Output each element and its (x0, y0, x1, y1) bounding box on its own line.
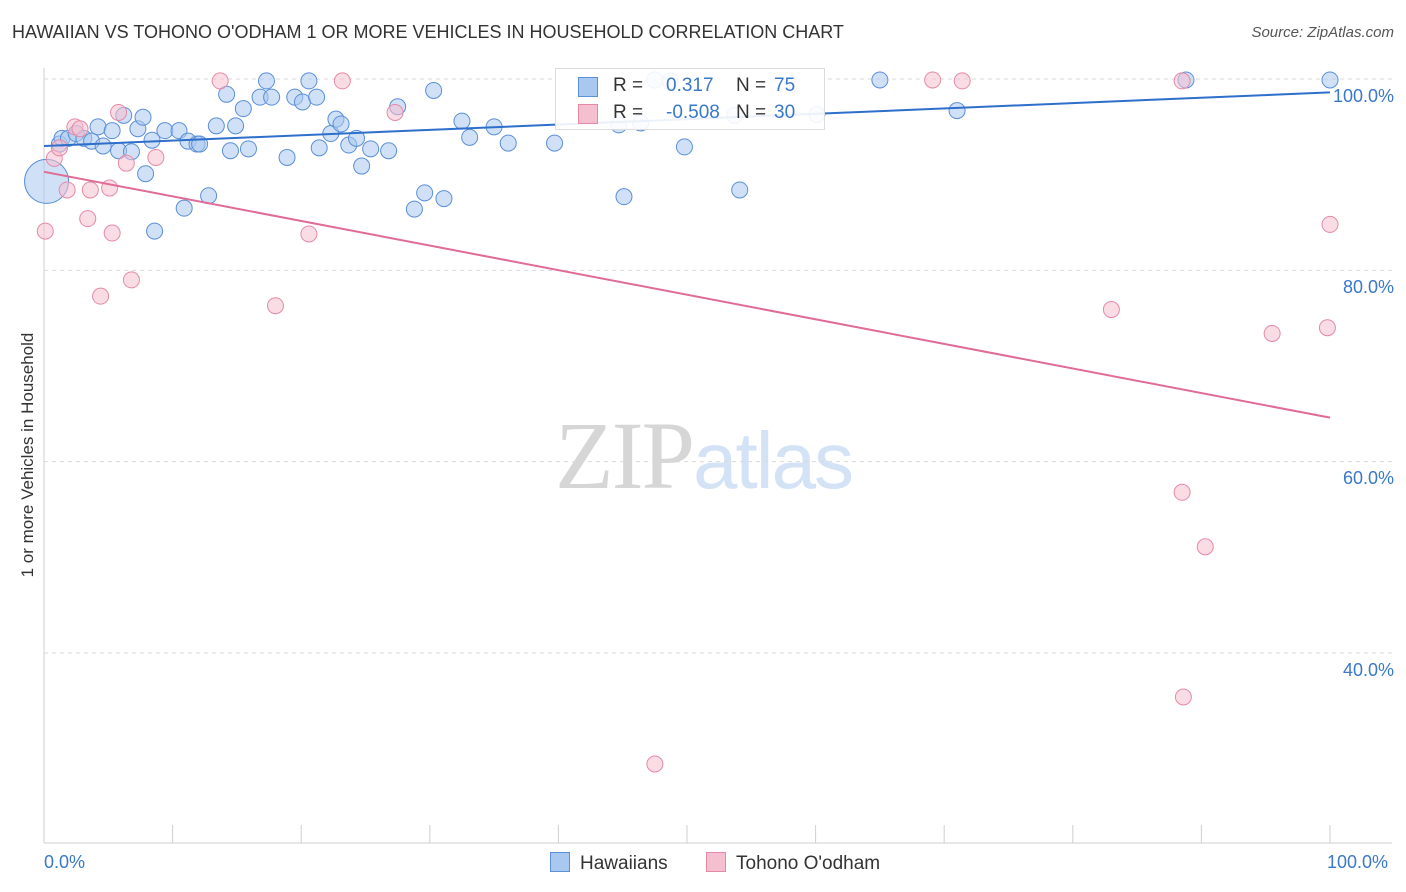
tohono-point (1321, 215, 1339, 233)
hawaiians-point (499, 134, 517, 152)
tohono-point (1173, 483, 1191, 501)
hawaiians-point (24, 158, 70, 204)
tohono-point (110, 103, 128, 121)
hawaiians-point (353, 157, 371, 175)
tohono-point (122, 271, 140, 289)
hawaiians-point (156, 122, 174, 140)
tohono-point (58, 181, 76, 199)
hawaiians-point (134, 108, 152, 126)
hawaiians-point (405, 200, 423, 218)
tohono-point (386, 103, 404, 121)
hawaiians-point (425, 81, 443, 99)
hawaiians-point (300, 72, 318, 90)
tohono-point (924, 71, 942, 89)
tohono-point (71, 120, 89, 138)
hawaiians-point (257, 72, 275, 90)
x-tick-label-max: 100.0% (1327, 852, 1389, 872)
hawaiians-point (675, 138, 693, 156)
hawaiians-point (234, 100, 252, 118)
tohono-point (1173, 72, 1191, 90)
hawaiians-point (146, 222, 164, 240)
legend-label-tohono: Tohono O'odham (736, 853, 881, 874)
legend-r-value: -0.508 (666, 102, 720, 123)
tohono-point (147, 148, 165, 166)
tohono-point (646, 755, 664, 773)
hawaiians-point (221, 142, 239, 160)
tohono-point (300, 225, 318, 243)
legend-item-tohono[interactable]: Tohono O'odham (706, 852, 880, 875)
legend-label-hawaiians: Hawaiians (580, 853, 668, 874)
y-axis-label: 1 or more Vehicles in Household (18, 332, 37, 578)
hawaiians-point (310, 139, 328, 157)
watermark-atlas: atlas (693, 416, 854, 505)
hawaiians-point (461, 128, 479, 146)
hawaiians-point (207, 117, 225, 135)
hawaiians-point (293, 93, 311, 111)
tohono-point (1263, 324, 1281, 342)
tohono-point (92, 287, 110, 305)
hawaiians-point (416, 184, 434, 202)
tohono-trend-line (43, 170, 1331, 419)
hawaiians-point (615, 188, 633, 206)
hawaiians-point (308, 88, 326, 106)
hawaiians-point (94, 137, 112, 155)
tohono-point (1102, 301, 1120, 319)
legend-n-value: 30 (774, 102, 796, 123)
y-tick-label-100: 100.0% (1332, 86, 1394, 106)
hawaiians-point (89, 118, 107, 136)
legend-r-label: R = (613, 75, 644, 96)
hawaiians-point (137, 165, 155, 183)
y-tick-label-60: 60.0% (1342, 468, 1394, 488)
hawaiians-point (362, 140, 380, 158)
tohono-point (211, 72, 229, 90)
watermark: ZIPatlas (555, 400, 854, 511)
hawaiians-point (380, 142, 398, 160)
legend-r-label: R = (613, 102, 644, 123)
y-tick-label-80: 80.0% (1342, 277, 1394, 297)
x-tick-label-min: 0.0% (44, 852, 86, 872)
hawaiians-point (103, 122, 121, 140)
hawaiians-point (1321, 71, 1339, 89)
source-label: Source: ZipAtlas.com (1251, 24, 1394, 41)
tohono-point (117, 154, 135, 172)
tohono-point (50, 139, 68, 157)
tohono-point (103, 224, 121, 242)
hawaiians-point (347, 129, 365, 147)
legend-n-label: N = (736, 102, 767, 123)
hawaiians-legend-icon (550, 852, 570, 872)
watermark-zip: ZIP (555, 402, 695, 509)
correlation-legend: R = 0.317 N = 75 R = -0.508 N = 30 (555, 68, 825, 130)
tohono-point (1318, 319, 1336, 337)
tohono-swatch-icon (578, 104, 598, 124)
hawaiians-point (546, 134, 564, 152)
legend-item-hawaiians[interactable]: Hawaiians (550, 852, 668, 875)
tohono-point (1196, 538, 1214, 556)
chart-title: HAWAIIAN VS TOHONO O'ODHAM 1 OR MORE VEH… (12, 22, 844, 42)
legend-n-value: 75 (774, 75, 796, 96)
tohono-point (266, 297, 284, 315)
tohono-point (333, 72, 351, 90)
y-tick-label-40: 40.0% (1342, 660, 1394, 680)
hawaiians-point (175, 199, 193, 217)
tohono-point (36, 222, 54, 240)
hawaiians-point (332, 115, 350, 133)
hawaiians-point (731, 181, 749, 199)
tohono-point (1174, 688, 1192, 706)
hawaiians-point (278, 148, 296, 166)
legend-n-label: N = (736, 75, 767, 96)
tohono-point (79, 210, 97, 228)
tohono-legend-icon (706, 852, 726, 872)
tohono-point (953, 72, 971, 90)
legend-r-value: 0.317 (666, 75, 714, 96)
hawaiians-swatch-icon (578, 77, 598, 97)
hawaiians-point (263, 88, 281, 106)
hawaiians-point (453, 112, 471, 130)
hawaiians-point (948, 102, 966, 120)
hawaiians-point (227, 117, 245, 135)
hawaiians-point (239, 140, 257, 158)
hawaiians-point (435, 190, 453, 208)
hawaiians-point (871, 71, 889, 89)
tohono-point (81, 181, 99, 199)
